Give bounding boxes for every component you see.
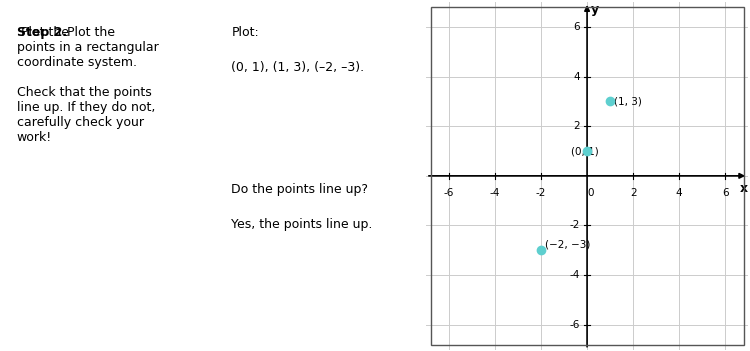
Text: 2: 2 [630, 188, 637, 198]
Text: 4: 4 [574, 72, 580, 81]
Text: Step 2.: Step 2. [16, 26, 67, 39]
Text: 4: 4 [676, 188, 682, 198]
Text: -2: -2 [570, 220, 580, 231]
Text: -6: -6 [444, 188, 454, 198]
Text: (1, 3): (1, 3) [614, 97, 641, 106]
Text: Plot:: Plot: [231, 26, 259, 39]
Text: y: y [591, 3, 599, 16]
Text: (0, 1), (1, 3), (–2, –3).: (0, 1), (1, 3), (–2, –3). [231, 61, 364, 74]
Text: 6: 6 [722, 188, 728, 198]
Text: x: x [740, 182, 748, 195]
Text: Plot the: Plot the [63, 26, 115, 39]
Text: 2: 2 [574, 121, 580, 131]
Text: -2: -2 [536, 188, 546, 198]
Text: -4: -4 [570, 270, 580, 280]
Text: 6: 6 [574, 22, 580, 32]
Text: Plot the
points in a rectangular
coordinate system.

Check that the points
line : Plot the points in a rectangular coordin… [16, 26, 158, 144]
Text: Do the points line up?: Do the points line up? [231, 183, 368, 196]
Text: -4: -4 [490, 188, 500, 198]
Text: (0, 1): (0, 1) [571, 146, 598, 156]
Text: 0: 0 [587, 188, 594, 198]
Text: Yes, the points line up.: Yes, the points line up. [231, 218, 373, 231]
Text: (−2, −3): (−2, −3) [544, 239, 590, 249]
Text: -6: -6 [570, 320, 580, 330]
